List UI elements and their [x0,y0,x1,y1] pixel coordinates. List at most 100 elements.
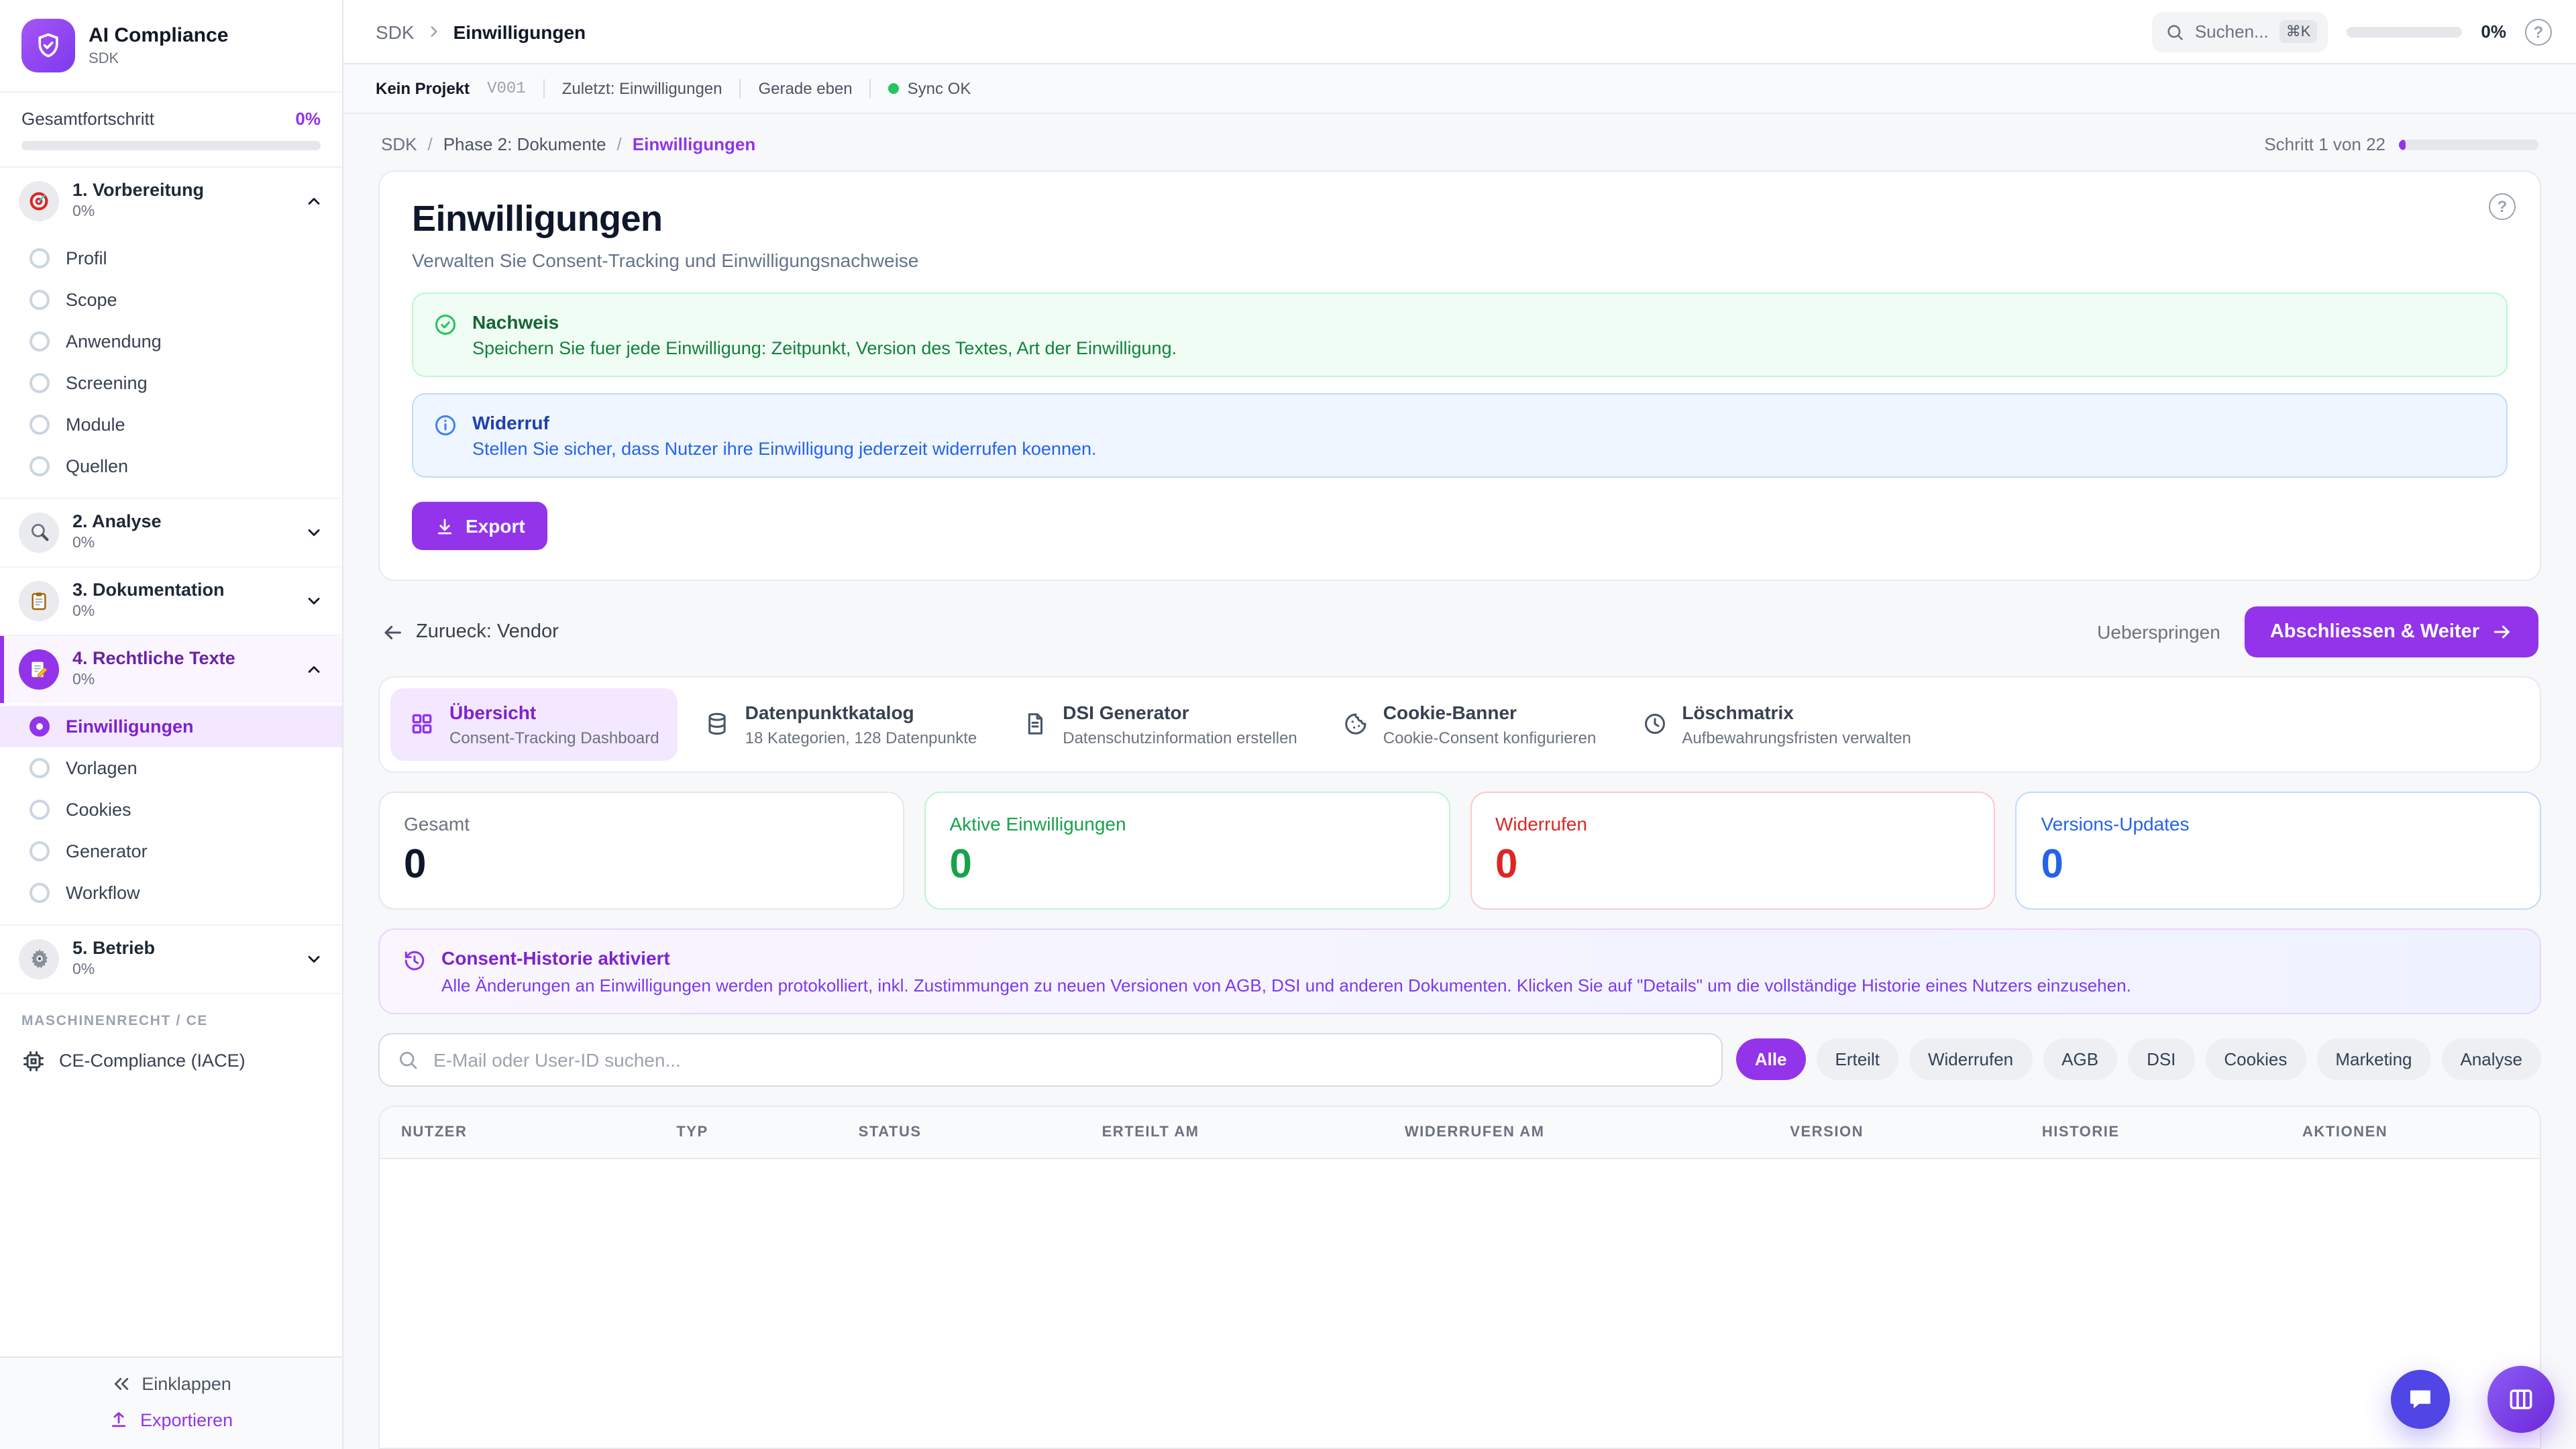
sidebar-item-label: CE-Compliance (IACE) [59,1051,246,1071]
stat-label: Gesamt [404,812,470,835]
alert-widerruf: Widerruf Stellen Sie sicher, dass Nutzer… [412,393,2508,478]
tab-dsi-generator[interactable]: DSI Generator Datenschutzinformation erst… [1004,688,1316,761]
export-button[interactable]: Export [412,502,548,550]
stat-label: Versions-Updates [2041,812,2190,835]
chat-bubble-icon [2410,1390,2430,1409]
section-title: 2. Analyse [72,511,162,531]
sidebar-item-module[interactable]: Module [0,404,342,445]
sidebar-item-scope[interactable]: Scope [0,279,342,321]
sidebar-item-label: Vorlagen [66,757,138,778]
divider [543,79,545,98]
consent-history-banner: Consent-Historie aktiviert Alle Änderung… [378,928,2541,1014]
sidebar-item-vorlagen[interactable]: Vorlagen [0,747,342,789]
user-search-input[interactable] [431,1047,1704,1072]
alert-title: Nachweis [472,311,559,333]
radio-selected-icon [30,716,50,737]
radio-icon [30,372,50,393]
sidebar-item-einwilligungen[interactable]: Einwilligungen [0,705,342,747]
col-erteilt-am: Erteilt am [1102,1124,1199,1140]
export-sidebar-button[interactable]: Exportieren [109,1410,233,1430]
card-help-icon[interactable]: ? [2489,193,2516,220]
col-nutzer: Nutzer [401,1124,468,1140]
filter-chip-marketing[interactable]: Marketing [2316,1038,2431,1081]
col-widerrufen-am: Widerrufen am [1404,1124,1545,1140]
sidebar-item-profil[interactable]: Profil [0,237,342,279]
breadcrumb-sdk[interactable]: SDK [381,134,417,154]
help-icon[interactable]: ? [2525,18,2552,45]
table-header-row: Nutzer Typ Status Erteilt am Widerrufen … [380,1106,2540,1159]
col-version: Version [1790,1124,1864,1140]
sidebar-item-cookies[interactable]: Cookies [0,789,342,830]
sidebar-item-screening[interactable]: Screening [0,362,342,404]
document-icon [1028,714,1043,735]
sidebar-nav: 1. Vorbereitung 0% Profil Scope Anwendun… [0,168,342,1356]
back-button[interactable]: Zurueck: Vendor [381,621,559,643]
filter-chip-alle[interactable]: Alle [1735,1038,1806,1081]
sidebar-header: AI Compliance SDK [0,0,342,93]
app-title: AI Compliance [89,24,229,48]
finish-next-button[interactable]: Abschliessen & Weiter [2244,606,2538,657]
skip-button[interactable]: Ueberspringen [2097,621,2220,643]
filter-chip-agb[interactable]: AGB [2043,1038,2118,1081]
tab-loeschmatrix[interactable]: Löschmatrix Aufbewahrungsfristen verwalte… [1623,688,1930,761]
filter-chip-analyse[interactable]: Analyse [2441,1038,2541,1081]
topbar-breadcrumb: SDK Einwilligungen [376,21,586,42]
content-area: SDK / Phase 2: Dokumente / Einwilligunge… [343,114,2576,1449]
tab-cookie-banner[interactable]: Cookie-Banner Cookie-Consent konfiguriere… [1324,688,1615,761]
download-icon [437,518,452,534]
side-panel-toggle-button[interactable] [2487,1366,2555,1433]
sidebar-section-analyse[interactable]: 2. Analyse 0% [0,499,342,566]
sidebar-item-workflow[interactable]: Workflow [0,872,342,914]
section-title: 4. Rechtliche Texte [72,647,235,668]
stat-card-widerrufen: Widerrufen 0 [1470,791,1996,910]
tab-subtitle: Consent-Tracking Dashboard [449,728,659,747]
sidebar-section-dokumentation[interactable]: 3. Dokumentation 0% [0,568,342,635]
sidebar-section-betrieb[interactable]: 5. Betrieb 0% [0,926,342,993]
finish-next-label: Abschliessen & Weiter [2269,621,2479,643]
breadcrumb-einwilligungen: Einwilligungen [632,134,756,154]
user-search-box[interactable] [378,1032,1723,1087]
project-name: Kein Projekt [376,79,470,98]
cookie-icon [1345,714,1366,735]
filter-chip-dsi[interactable]: DSI [2128,1038,2195,1081]
alert-nachweis: Nachweis Speichern Sie fuer jede Einwill… [412,292,2508,377]
filter-chip-erteilt[interactable]: Erteilt [1816,1038,1898,1081]
sidebar-group-label: MASCHINENRECHT / CE [21,1012,209,1029]
alert-text: Speichern Sie fuer jede Einwilligung: Ze… [472,338,1177,358]
upload-icon [112,1412,127,1428]
breadcrumb-root[interactable]: SDK [376,21,415,42]
section-progress: 0% [72,535,95,552]
info-circle-icon [433,413,458,444]
filter-chips: Alle Erteilt Widerrufen AGB DSI Cookies … [1735,1038,2541,1081]
sidebar-section-vorbereitung[interactable]: 1. Vorbereitung 0% [0,168,342,235]
breadcrumb-current: Einwilligungen [453,21,586,42]
overall-progress-value: 0% [295,109,321,129]
chat-widget-button[interactable] [2391,1370,2450,1429]
filter-chip-cookies[interactable]: Cookies [2205,1038,2306,1081]
sidebar-section-rechtliche-texte[interactable]: 4. Rechtliche Texte 0% [0,635,342,703]
global-search[interactable]: Suchen... ⌘K [2151,11,2328,52]
topbar: SDK Einwilligungen Suchen... ⌘K 0% ? [343,0,2576,64]
radio-icon [30,799,50,820]
table-body [380,1159,2540,1448]
app-logo-shield-icon [21,19,75,72]
tab-uebersicht[interactable]: Übersicht Consent-Tracking Dashboard [390,688,678,761]
database-icon [709,713,727,736]
back-button-label: Zurueck: Vendor [416,621,559,643]
filter-chip-widerrufen[interactable]: Widerrufen [1909,1038,2033,1081]
sidebar-item-generator[interactable]: Generator [0,830,342,872]
collapse-sidebar-button[interactable]: Einklappen [111,1374,231,1394]
sync-status: Sync OK [888,79,971,98]
breadcrumb-phase2[interactable]: Phase 2: Dokumente [443,134,606,154]
arrow-right-icon [2493,625,2510,639]
sidebar-item-ce-compliance[interactable]: CE-Compliance (IACE) [0,1037,342,1089]
clock-icon [1644,714,1665,735]
filter-row: Alle Erteilt Widerrufen AGB DSI Cookies … [378,1032,2541,1087]
sidebar-item-anwendung[interactable]: Anwendung [0,321,342,362]
tab-datenpunktkatalog[interactable]: Datenpunktkatalog 18 Kategorien, 128 Date… [686,688,996,761]
sidebar-item-quellen[interactable]: Quellen [0,445,342,487]
breadcrumb-separator: / [427,134,433,154]
radio-icon [30,289,50,310]
sidebar: AI Compliance SDK Gesamtfortschritt 0% 1… [0,0,343,1449]
